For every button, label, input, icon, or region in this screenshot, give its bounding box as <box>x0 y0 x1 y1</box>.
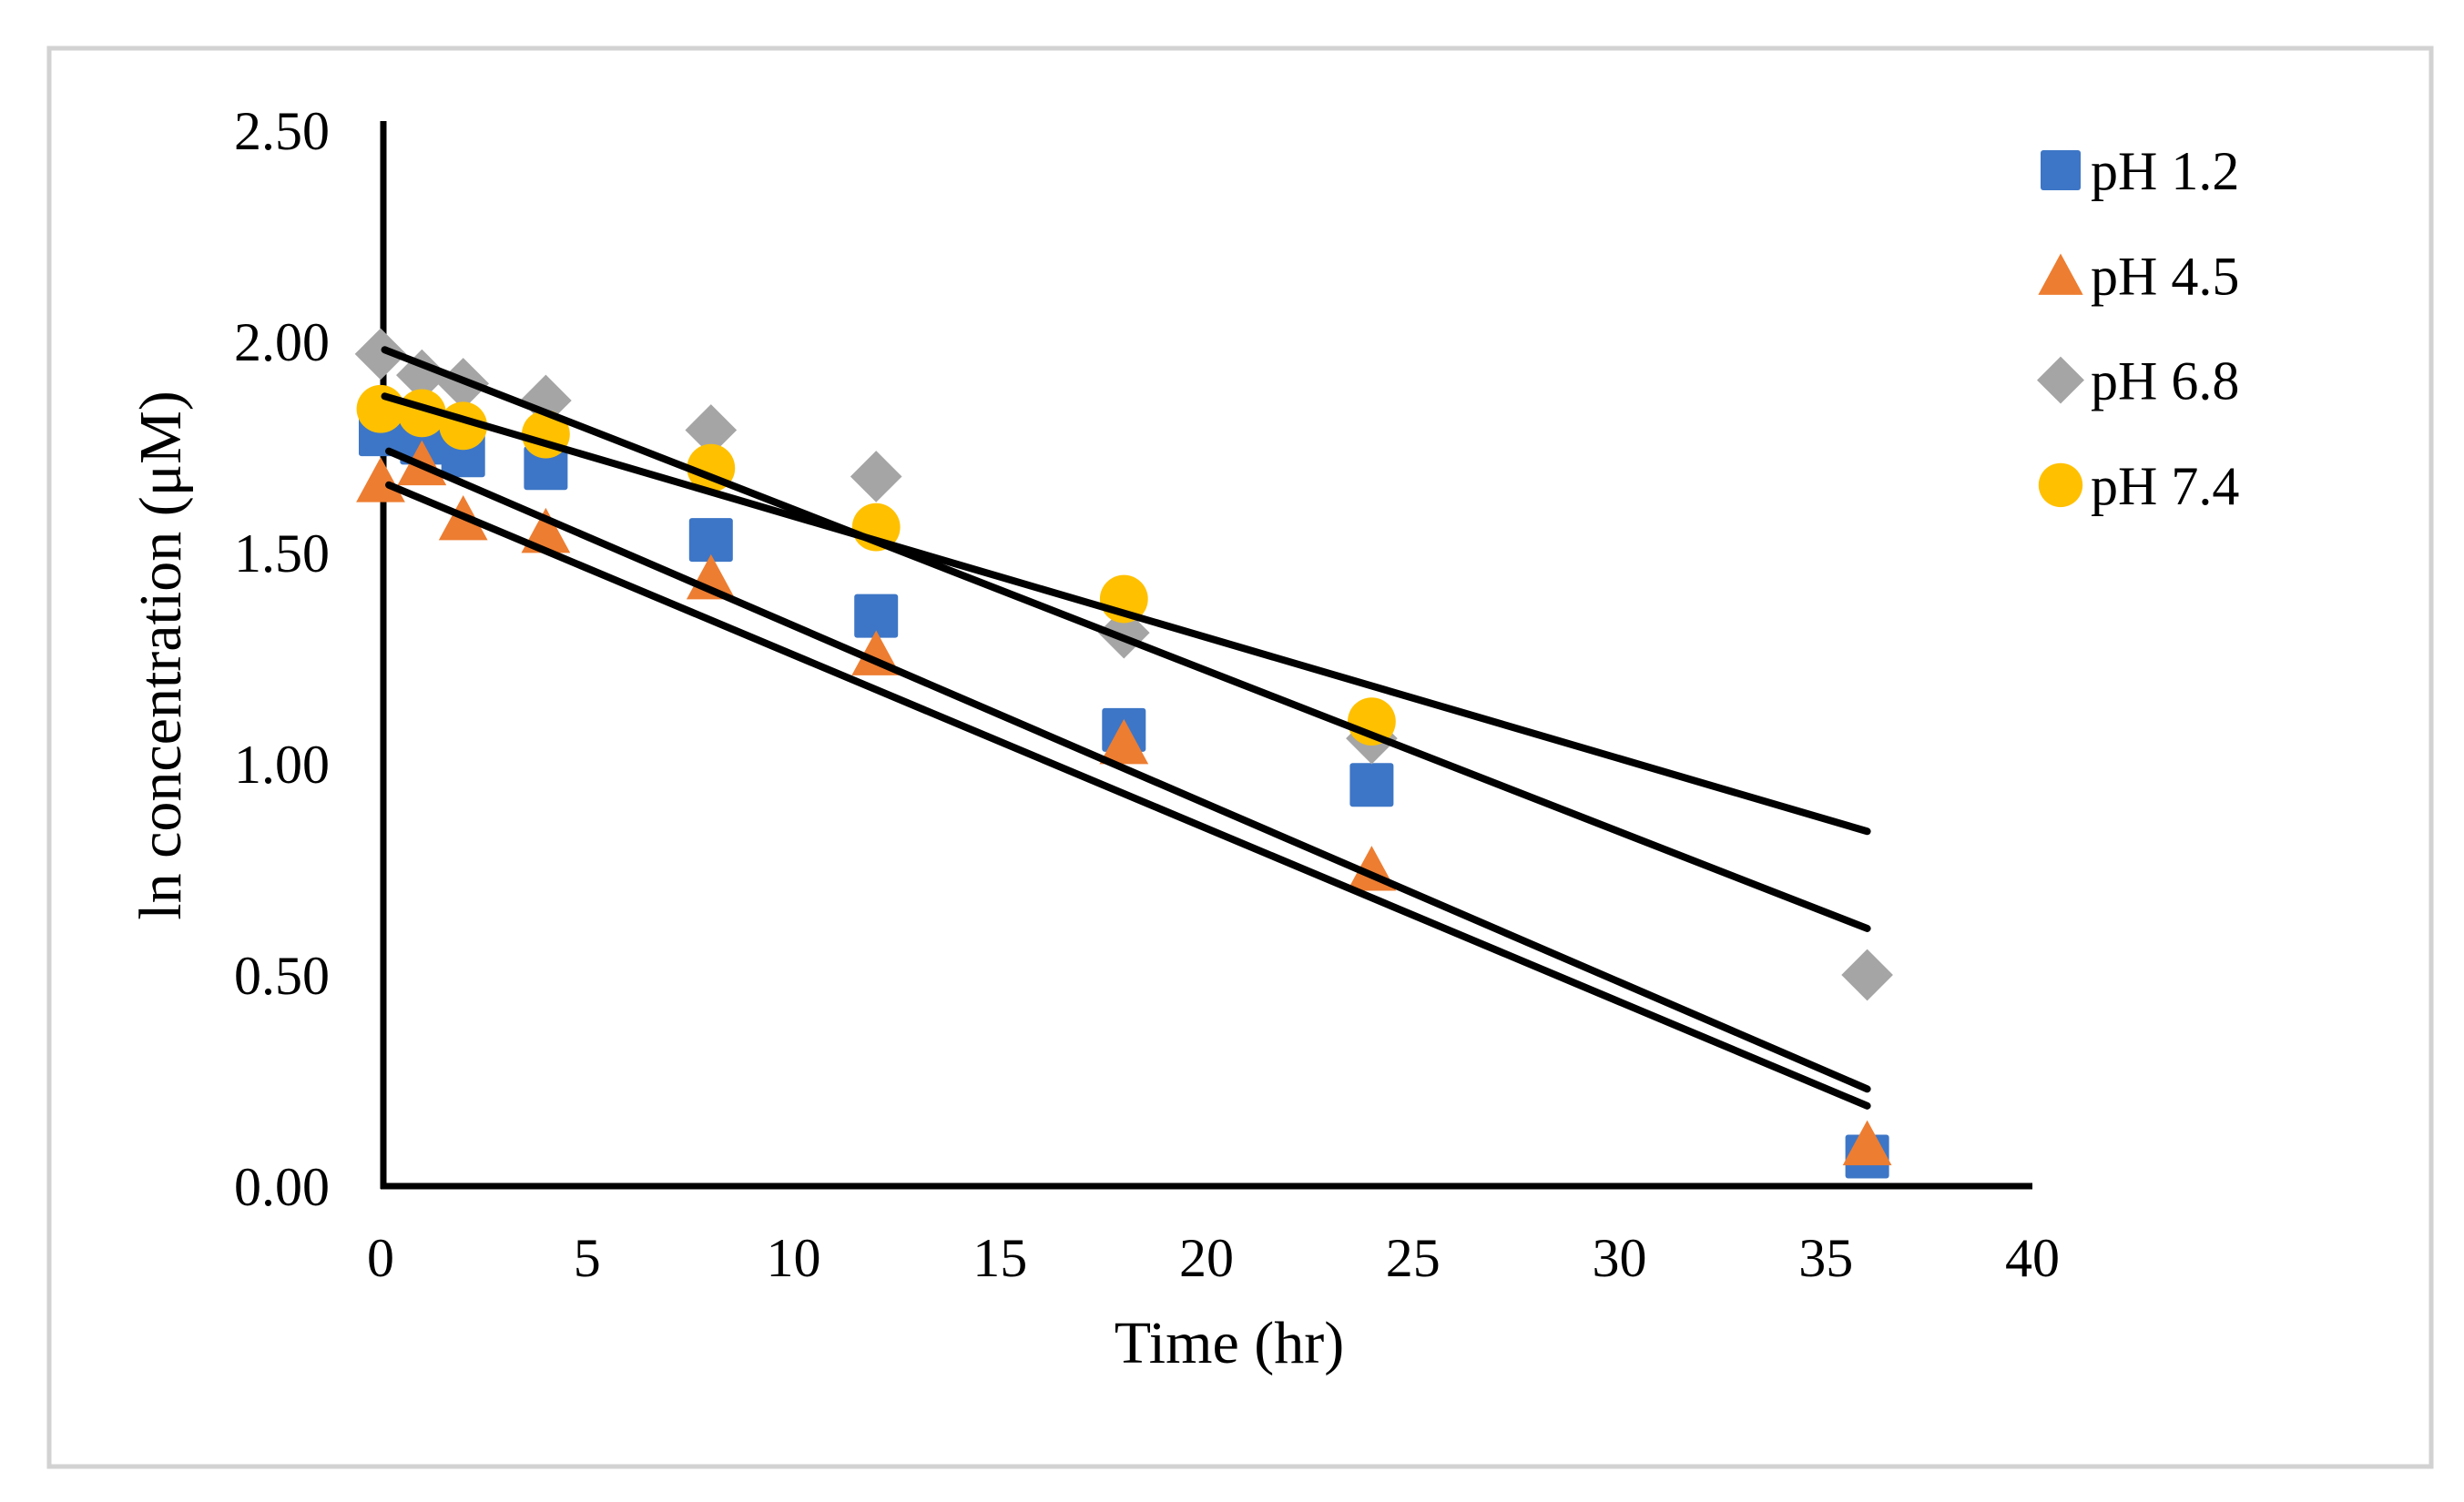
x-tick-label: 30 <box>1593 1228 1647 1288</box>
legend-marker-circle-icon <box>2038 462 2083 508</box>
figure-border <box>46 46 2434 1469</box>
y-tick-label: 0.00 <box>234 1157 330 1217</box>
data-point-pH-7.4 <box>356 384 405 433</box>
legend-marker-diamond-icon <box>2037 356 2084 404</box>
legend: pH 1.2 pH 4.5 pH 6.8 pH 7.4 <box>2037 141 2239 516</box>
data-point-pH-4.5 <box>1842 1120 1892 1166</box>
data-point-pH-6.8 <box>685 404 738 456</box>
legend-item-pH-1.2: pH 1.2 <box>2041 141 2239 201</box>
legend-label: pH 1.2 <box>2091 141 2239 201</box>
legend-label: pH 4.5 <box>2091 246 2239 306</box>
y-tick-label: 2.50 <box>234 101 330 161</box>
x-tick-label: 25 <box>1386 1228 1441 1288</box>
y-axis-tick-labels: 0.00 0.50 1.00 1.50 2.00 2.50 <box>234 101 330 1217</box>
legend-marker-square-icon <box>2041 150 2081 190</box>
data-point-pH-4.5 <box>521 507 571 553</box>
x-tick-label: 20 <box>1179 1228 1234 1288</box>
data-point-pH-1.2 <box>524 446 568 491</box>
data-point-pH-6.8 <box>850 451 902 502</box>
trendline-pH-7.4 <box>381 392 1871 836</box>
trendline-pH-4.5 <box>385 481 1871 1110</box>
trendline-pH-6.8 <box>381 346 1871 932</box>
data-point-pH-4.5 <box>1099 718 1149 765</box>
y-tick-label: 1.50 <box>234 523 330 584</box>
x-axis-tick-labels: 0 5 10 15 20 25 30 35 40 <box>367 1228 2060 1288</box>
x-tick-label: 35 <box>1798 1228 1853 1288</box>
data-point-pH-1.2 <box>688 518 733 563</box>
data-point-pH-4.5 <box>356 457 405 502</box>
data-point-pH-1.2 <box>1349 763 1394 807</box>
legend-marker-triangle-icon <box>2038 253 2083 295</box>
legend-item-pH-4.5: pH 4.5 <box>2038 246 2239 306</box>
x-tick-label: 5 <box>574 1228 601 1288</box>
data-point-pH-6.8 <box>354 328 407 381</box>
x-tick-label: 15 <box>972 1228 1027 1288</box>
legend-item-pH-6.8: pH 6.8 <box>2037 351 2239 411</box>
y-tick-label: 1.00 <box>234 735 330 795</box>
data-point-pH-6.8 <box>520 374 572 427</box>
legend-item-pH-7.4: pH 7.4 <box>2038 456 2239 516</box>
y-tick-label: 2.00 <box>234 312 330 372</box>
x-tick-label: 0 <box>367 1228 394 1288</box>
legend-label: pH 6.8 <box>2091 351 2239 411</box>
y-tick-label: 0.50 <box>234 946 330 1006</box>
x-axis-title: Time (hr) <box>1115 1310 1344 1376</box>
trendlines-layer <box>381 346 1871 1110</box>
data-point-pH-6.8 <box>1841 949 1893 1001</box>
data-point-pH-1.2 <box>854 594 899 638</box>
trendline-pH-1.2 <box>385 447 1871 1093</box>
y-axis-title: ln concentration (μM) <box>127 391 194 920</box>
x-tick-label: 10 <box>767 1228 821 1288</box>
legend-label: pH 7.4 <box>2091 456 2239 516</box>
x-tick-label: 40 <box>2005 1228 2060 1288</box>
